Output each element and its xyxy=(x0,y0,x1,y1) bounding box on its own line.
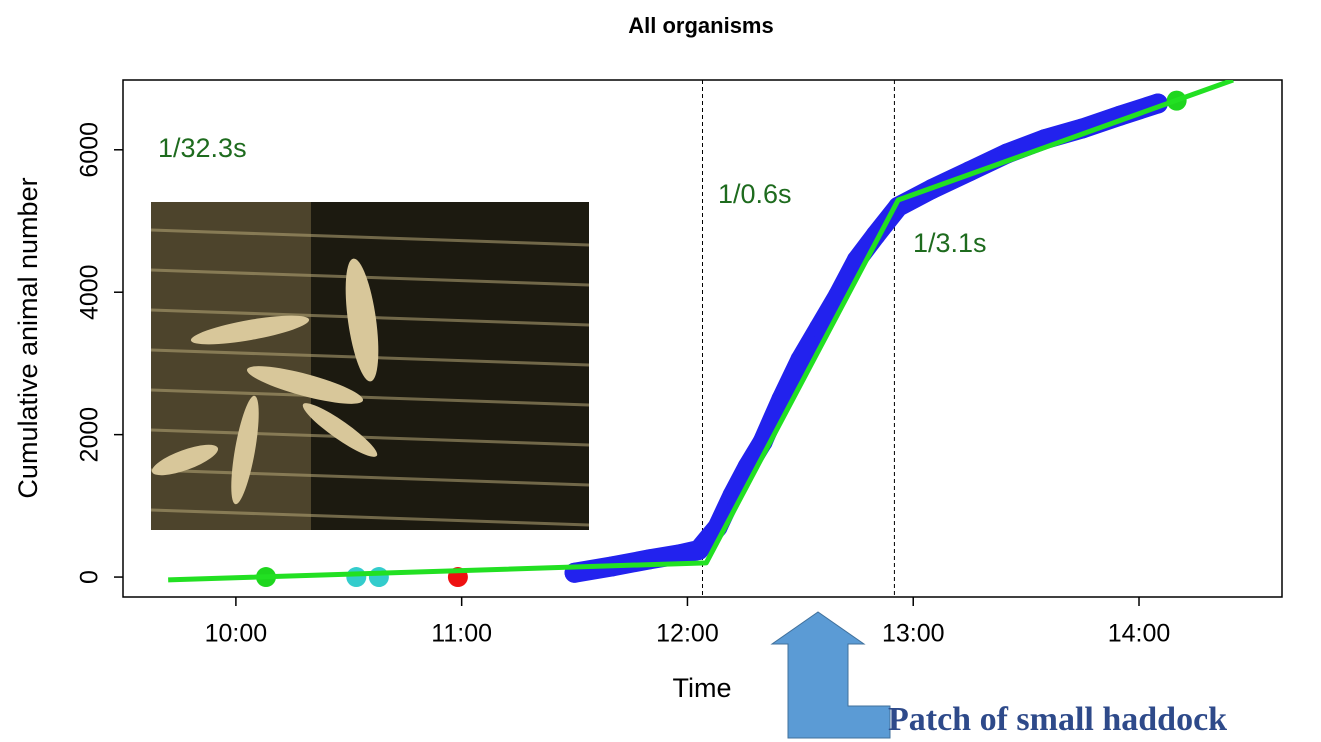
annotation: 1/3.1s xyxy=(913,228,987,258)
x-tick-label: 12:00 xyxy=(656,620,719,648)
x-tick-label: 10:00 xyxy=(205,620,268,648)
y-tick-label: 4000 xyxy=(76,264,104,320)
x-tick-label: 13:00 xyxy=(882,620,945,648)
inset-photo xyxy=(149,202,589,530)
chart-title: All organisms xyxy=(628,13,773,38)
point xyxy=(369,567,389,587)
callout: Patch of small haddock xyxy=(888,701,1227,738)
x-axis-label: Time xyxy=(673,673,732,703)
point-band xyxy=(575,104,1158,573)
callout-arrow xyxy=(772,612,890,738)
chart: All organisms Time Cumulative animal num… xyxy=(0,0,1321,742)
y-tick-label: 0 xyxy=(76,570,104,584)
annotation: 1/32.3s xyxy=(158,133,247,163)
y-tick-label: 2000 xyxy=(76,407,104,463)
x-tick-label: 14:00 xyxy=(1108,620,1171,648)
x-tick-label: 11:00 xyxy=(431,620,492,648)
point xyxy=(689,540,709,560)
annotation: 1/0.6s xyxy=(718,179,792,209)
point xyxy=(346,567,366,587)
y-tick-label: 6000 xyxy=(76,122,104,178)
y-axis-label: Cumulative animal number xyxy=(13,177,43,498)
